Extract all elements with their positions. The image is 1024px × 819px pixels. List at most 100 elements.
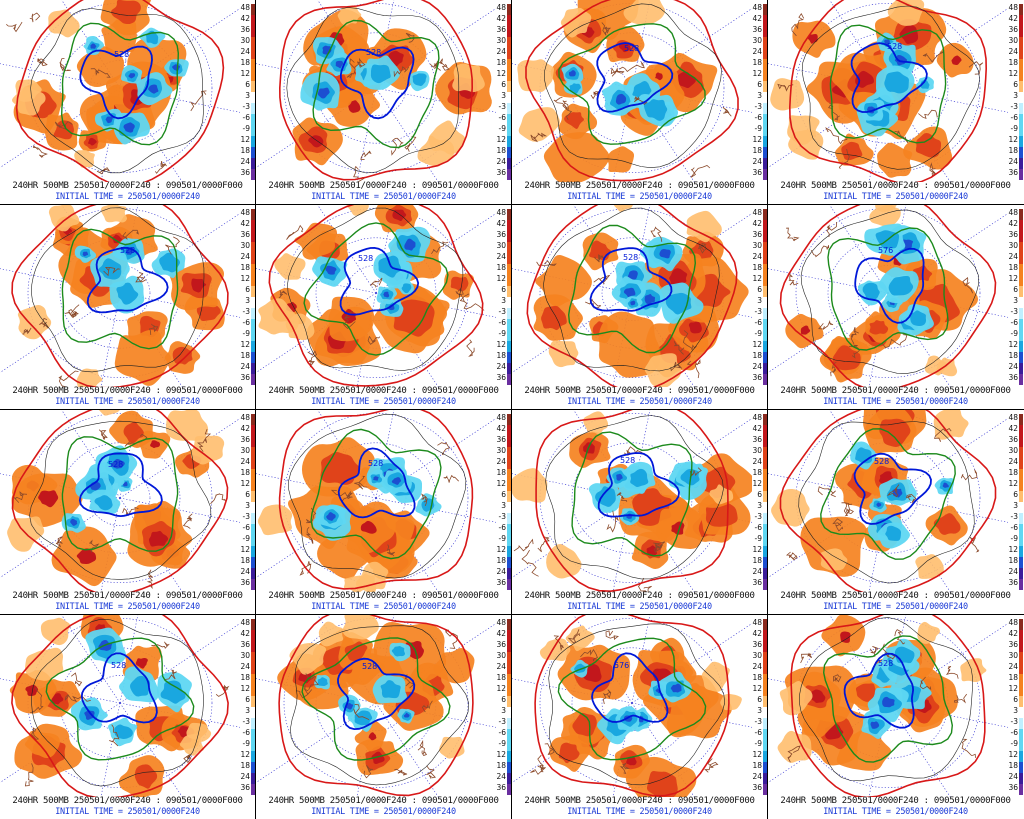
colorbar: 48 42 36 30 24 18 12 6 3 -3 -6 -9 -12 -18 -24 -36 <box>240 208 255 385</box>
coastlines <box>22 229 180 387</box>
colorbar-tick-label: 18 <box>496 263 506 272</box>
height-contours <box>534 615 730 797</box>
colorbar-tick-label: 18 <box>240 468 250 477</box>
anomaly-map: 528 <box>0 410 240 592</box>
colorbar-tick-label: -12 <box>240 135 250 144</box>
colorbar-tick-label: 24 <box>752 457 762 466</box>
colorbar-tick-label: -12 <box>1008 340 1018 349</box>
colorbar-tick-label: 48 <box>240 3 250 12</box>
panel-caption-initial-time: INITIAL TIME = 250501/0000F240 <box>311 397 456 407</box>
colorbar-tick-label: -6 <box>499 728 507 737</box>
panel-caption-initial-time: INITIAL TIME = 250501/0000F240 <box>823 192 968 202</box>
contour-label: 528 <box>111 661 126 670</box>
colorbar-tick-label: 36 <box>496 640 506 649</box>
colorbar-tick-label: 24 <box>496 457 506 466</box>
colorbar-tick-label: 36 <box>240 435 250 444</box>
colorbar-tick-label: -9 <box>243 124 251 133</box>
colorbar-tick-label: 6 <box>245 285 250 294</box>
anomaly-map: 576 <box>768 205 1008 387</box>
colorbar-tick-label: 24 <box>240 47 250 56</box>
height-contours <box>278 615 474 797</box>
colorbar-tick-label: -36 <box>1008 783 1018 792</box>
panel-caption-forecast: 240HR 500MB 250501/0000F240 : 090501/000… <box>524 386 755 396</box>
colorbar-tick-label: 30 <box>496 651 506 660</box>
colorbar-tick-label: -9 <box>755 534 763 543</box>
contour-label: 528 <box>362 662 377 671</box>
colorbar-tick-label: 3 <box>1013 706 1018 715</box>
colorbar-tick-label: -6 <box>499 523 507 532</box>
colorbar-tick-label: -24 <box>496 567 506 576</box>
colorbar-tick-label: -18 <box>1008 761 1018 770</box>
panel-caption-initial-time: INITIAL TIME = 250501/0000F240 <box>823 397 968 407</box>
colorbar-tick-label: 3 <box>757 296 762 305</box>
panel-caption-forecast: 240HR 500MB 250501/0000F240 : 090501/000… <box>12 386 243 396</box>
anomaly-map: 528 <box>512 410 752 592</box>
panel-caption-initial-time: INITIAL TIME = 250501/0000F240 <box>55 397 200 407</box>
colorbar-tick-label: 42 <box>240 219 250 228</box>
colorbar-tick-label: -18 <box>240 556 250 565</box>
colorbar: 48 42 36 30 24 18 12 6 3 -3 -6 -9 -12 -18 -24 -36 <box>240 3 255 180</box>
colorbar-tick-label: 30 <box>240 241 250 250</box>
colorbar-tick-label: -24 <box>752 362 762 371</box>
colorbar-tick-label: -3 <box>1011 717 1019 726</box>
colorbar-tick-label: 24 <box>752 662 762 671</box>
colorbar-tick-label: -36 <box>496 783 506 792</box>
colorbar-tick-label: 30 <box>240 446 250 455</box>
colorbar: 48 42 36 30 24 18 12 6 3 -3 -6 -9 -12 -18 -24 -36 <box>240 618 255 795</box>
colorbar: 48 42 36 30 24 18 12 6 3 -3 -6 -9 -12 -18 -24 -36 <box>1008 3 1023 180</box>
panel-caption-forecast: 240HR 500MB 250501/0000F240 : 090501/000… <box>524 181 755 191</box>
colorbar-tick-label: 3 <box>757 706 762 715</box>
colorbar-tick-label: 36 <box>1008 25 1018 34</box>
height-contours <box>526 205 738 387</box>
colorbar-tick-label: -24 <box>240 772 250 781</box>
colorbar-tick-label: 48 <box>1008 618 1018 627</box>
colorbar-tick-label: -3 <box>499 512 507 521</box>
colorbar-tick-label: 30 <box>1008 446 1018 455</box>
colorbar-tick-label: -6 <box>1011 728 1019 737</box>
height-contours <box>11 410 229 592</box>
colorbar-tick-label: -18 <box>496 351 506 360</box>
colorbar-tick-label: -18 <box>1008 556 1018 565</box>
colorbar-tick-label: 48 <box>752 618 762 627</box>
colorbar: 48 42 36 30 24 18 12 6 3 -3 -6 -9 -12 -18 -24 -36 <box>752 3 767 180</box>
colorbar-tick-label: 48 <box>240 208 250 217</box>
coastlines <box>24 641 230 787</box>
colorbar-tick-label: 24 <box>1008 662 1018 671</box>
colorbar-tick-label: 3 <box>501 501 506 510</box>
forecast-panel: 528 48 42 36 30 24 18 12 6 3 -3 -6 -9 -12 -18 -24 -36 240… <box>512 410 767 614</box>
colorbar-tick-label: -9 <box>1011 124 1019 133</box>
height-contours <box>525 0 739 182</box>
colorbar-tick-label: -18 <box>752 556 762 565</box>
colorbar-tick-label: 42 <box>240 629 250 638</box>
colorbar-tick-label: 36 <box>752 640 762 649</box>
colorbar-tick-label: -12 <box>496 545 506 554</box>
height-contours <box>15 0 225 182</box>
colorbar-tick-label: 30 <box>1008 241 1018 250</box>
forecast-panel: 528 48 42 36 30 24 18 12 6 3 -3 -6 -9 -12 -18 -24 -36 240… <box>0 410 255 614</box>
colorbar-tick-label: -12 <box>240 750 250 759</box>
contour-label: 528 <box>887 42 902 51</box>
colorbar-tick-label: -12 <box>496 340 506 349</box>
colorbar-tick-label: -24 <box>1008 362 1018 371</box>
colorbar-tick-label: -36 <box>240 783 250 792</box>
colorbar-tick-label: 12 <box>752 479 762 488</box>
colorbar-tick-label: -9 <box>243 534 251 543</box>
coastlines <box>296 629 458 779</box>
panel-caption-forecast: 240HR 500MB 250501/0000F240 : 090501/000… <box>12 181 243 191</box>
colorbar-tick-label: 36 <box>240 25 250 34</box>
colorbar-tick-label: -18 <box>240 146 250 155</box>
contour-label: 576 <box>878 246 893 255</box>
anomaly-map: 528 <box>0 615 240 797</box>
colorbar-tick-label: -12 <box>752 545 762 554</box>
forecast-panel: 576 48 42 36 30 24 18 12 6 3 -3 -6 -9 -12 -18 -24 -36 240… <box>768 205 1023 409</box>
contour-label: 528 <box>620 456 635 465</box>
colorbar-tick-label: -18 <box>752 351 762 360</box>
anomaly-map: 528 <box>768 410 1008 592</box>
colorbar-tick-label: 36 <box>496 435 506 444</box>
colorbar-tick-label: -6 <box>755 728 763 737</box>
forecast-panel: 528 48 42 36 30 24 18 12 6 3 -3 -6 -9 -12 -18 -24 -36 240… <box>256 0 511 204</box>
colorbar-tick-label: -6 <box>499 113 507 122</box>
panel-caption-initial-time: INITIAL TIME = 250501/0000F240 <box>567 397 712 407</box>
colorbar-tick-label: 3 <box>245 706 250 715</box>
